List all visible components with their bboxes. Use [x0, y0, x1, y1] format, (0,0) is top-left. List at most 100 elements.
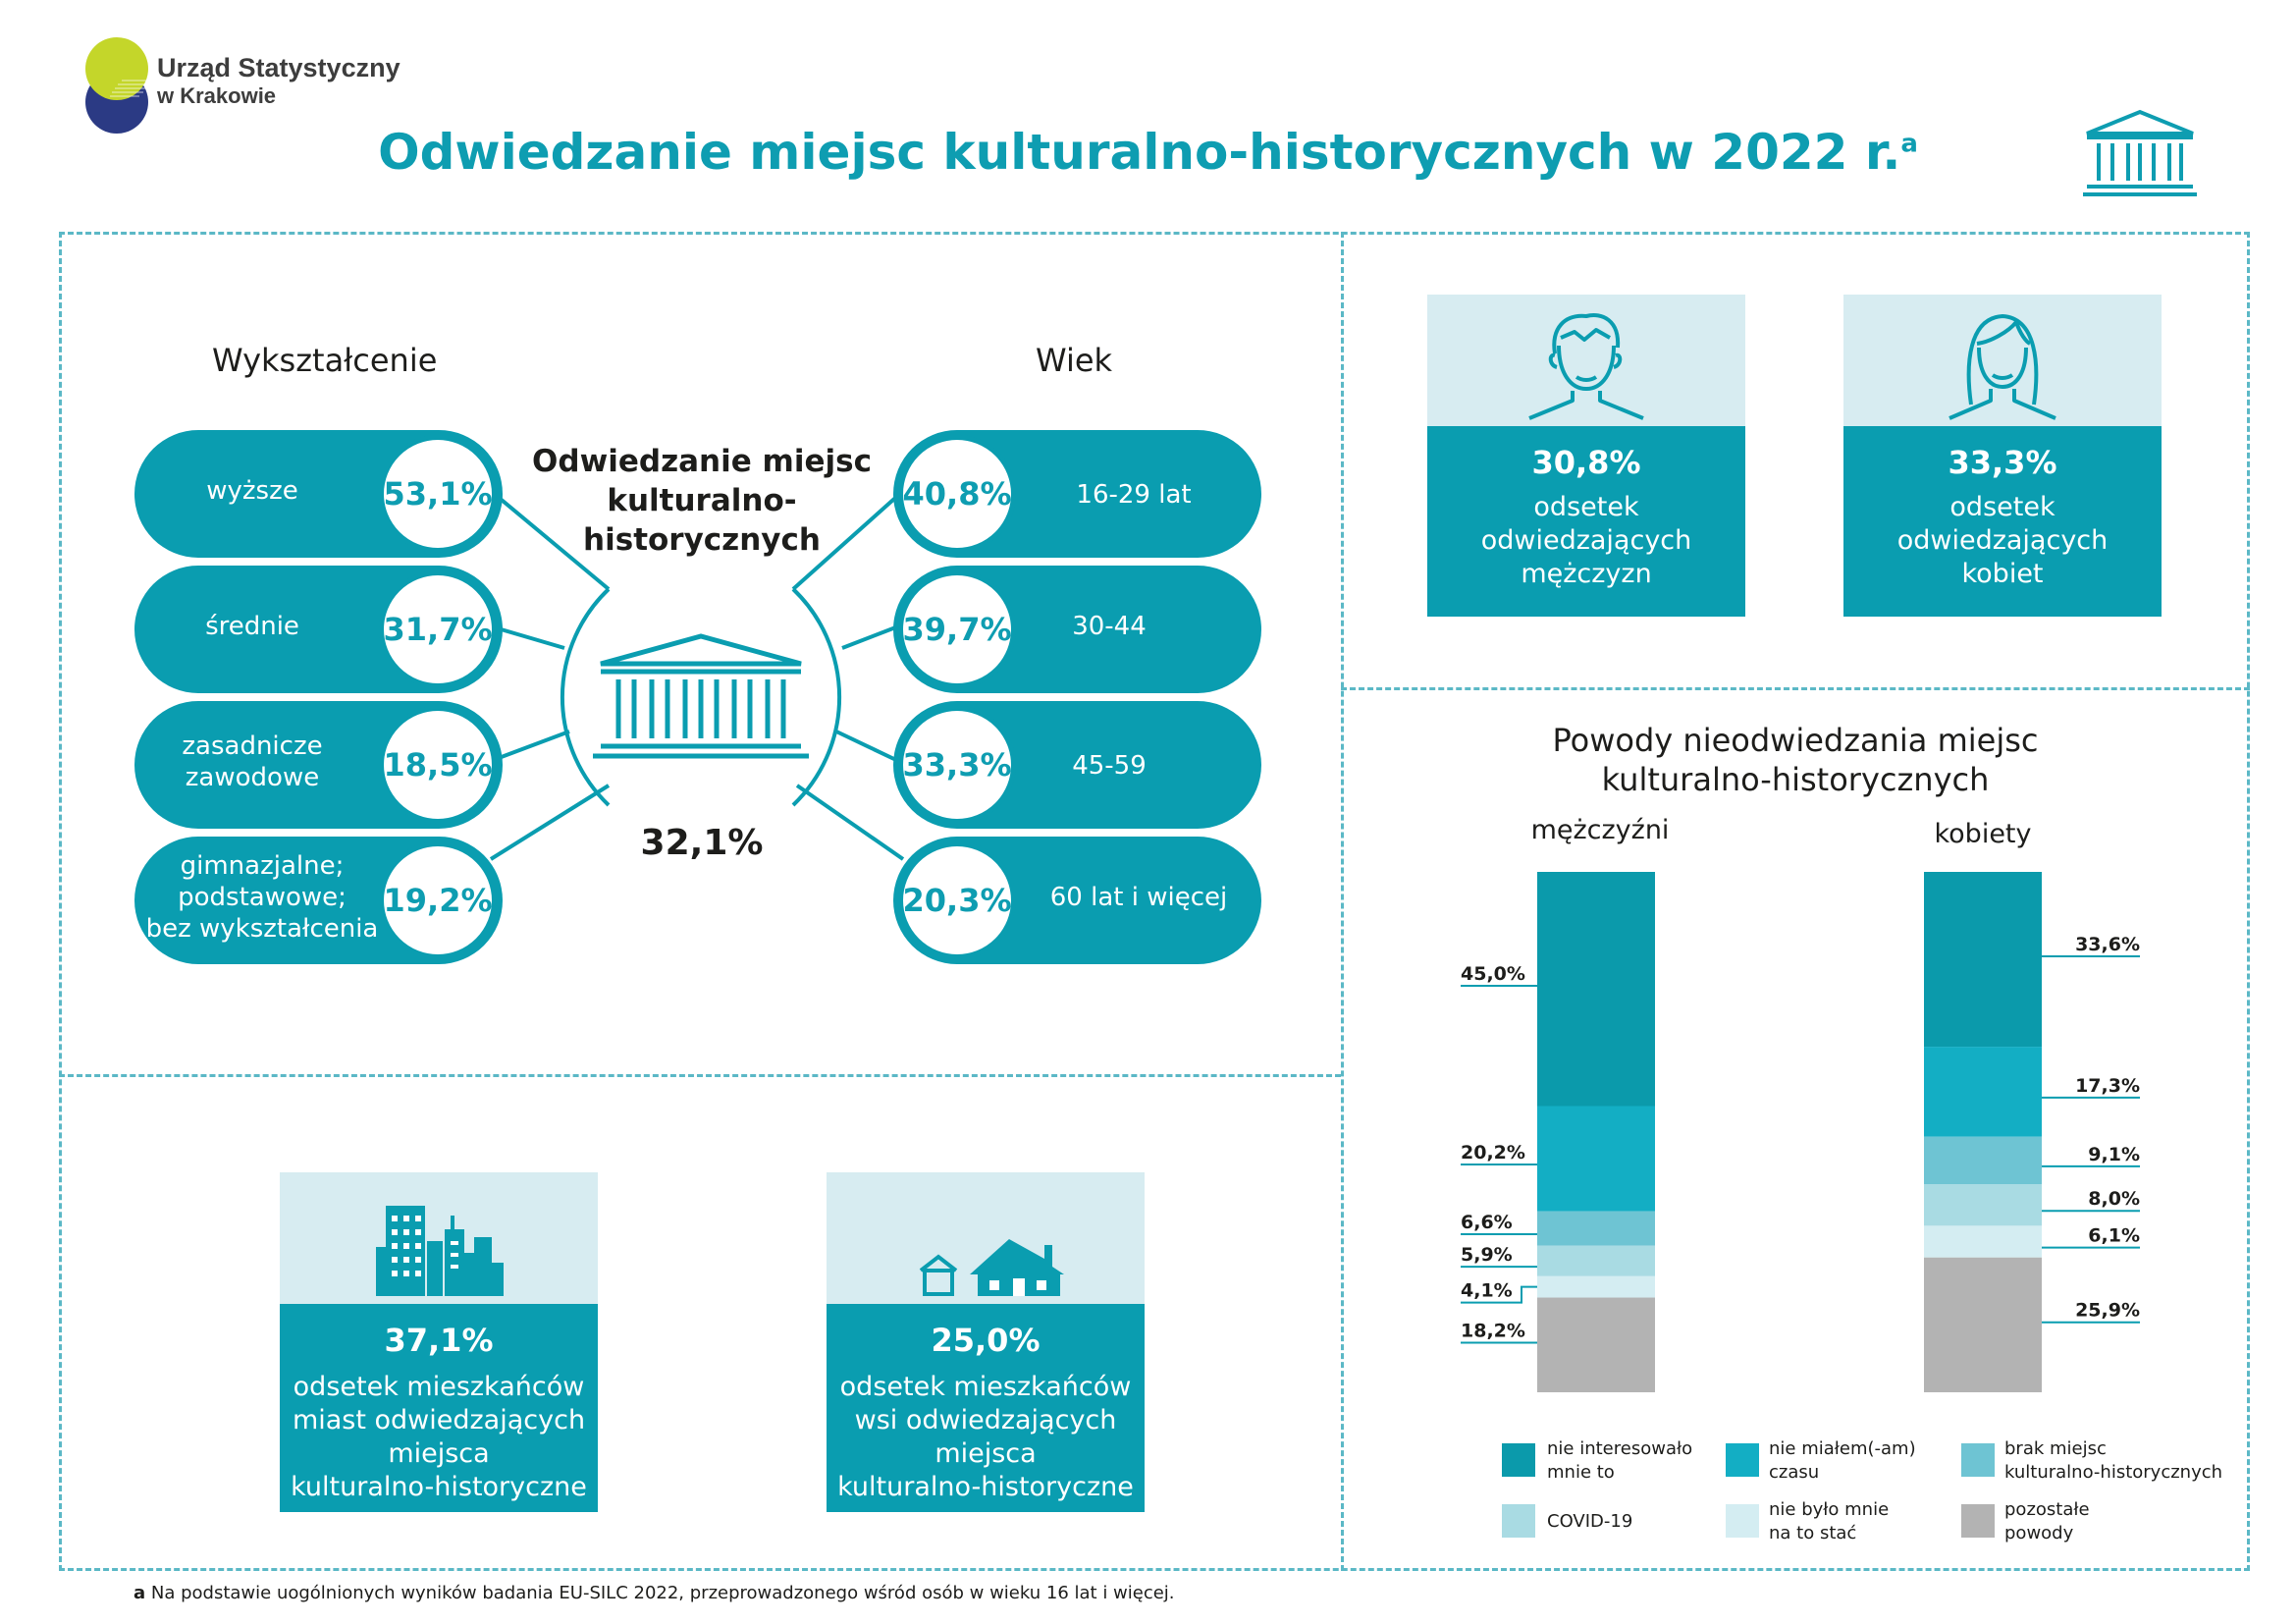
bar-segment-men-other [1537, 1297, 1655, 1392]
education-value-higher: 53,1% [379, 435, 497, 553]
city-description: odsetek mieszkańców miast odwiedzających… [291, 1372, 587, 1502]
education-value-secondary: 31,7% [379, 570, 497, 688]
legend-swatch-not-interested [1502, 1443, 1535, 1477]
hub-arc-left [560, 587, 611, 807]
footnote-text: Na podstawie uogólnionych wyników badani… [145, 1583, 1175, 1603]
women-description: odsetek odwiedzających kobiet [1896, 492, 2109, 589]
age-label-30-44: 30-44 [1072, 612, 1147, 641]
men-description: odsetek odwiedzających mężczyzn [1480, 492, 1692, 589]
legend-label-no-time: nie miałem(-am) czasu [1769, 1438, 1916, 1483]
men-card-top [1427, 295, 1745, 426]
data-label-men-no-places: 6,6% [1461, 1212, 1513, 1233]
legend-swatch-no-time [1726, 1443, 1759, 1477]
age-value-16-29: 40,8% [898, 435, 1016, 553]
women-card-top [1843, 295, 2162, 426]
bar-segment-women-not-interested [1924, 872, 2042, 1048]
footnote: a Na podstawie uogólnionych wyników bada… [133, 1583, 1175, 1603]
bar-segment-women-covid [1924, 1184, 2042, 1226]
data-label-women-no-places: 9,1% [2088, 1144, 2140, 1165]
village-value: 25,0% [931, 1322, 1041, 1359]
data-label-women-cant-afford: 6,1% [2088, 1225, 2140, 1247]
data-label-men-other: 18,2% [1461, 1321, 1525, 1342]
content-frame [59, 232, 2250, 1571]
connector-line-age2 [841, 624, 899, 650]
chart-svg: 45,0% 20,2% 6,6% 5,9% 4,1% 18,2% 33,6% 17,3% 9,1… [1461, 872, 2140, 1392]
page-title-text: Odwiedzanie miejsc kulturalno-historyczn… [378, 124, 1901, 181]
connector-line-primary [489, 784, 611, 861]
chart-title: Powody nieodwiedzania miejsc kulturalno-… [1552, 722, 2039, 798]
divider-vertical [1341, 232, 1344, 1571]
man-avatar-icon [1528, 313, 1644, 420]
data-label-women-no-time: 17,3% [2075, 1075, 2140, 1097]
page-title: Odwiedzanie miejsc kulturalno-historyczn… [0, 124, 2296, 181]
bar-segment-men-not-interested [1537, 872, 1655, 1107]
data-label-women-other: 25,9% [2075, 1300, 2140, 1322]
connector-line-vocational [490, 730, 570, 763]
org-name-line2: w Krakowie [157, 83, 277, 108]
legend-swatch-cant-afford [1726, 1504, 1759, 1538]
chart-legend: nie interesowało mnie to nie miałem(-am)… [1341, 1434, 2250, 1561]
city-buildings-icon [376, 1206, 504, 1296]
bar-segment-women-cant-afford [1924, 1225, 2042, 1258]
temple-icon [2079, 108, 2201, 198]
center-value: 32,1% [640, 823, 764, 863]
legend-swatch-other [1961, 1504, 1995, 1538]
education-label-secondary: średnie [205, 612, 299, 641]
connector-line-secondary [490, 624, 565, 650]
bar-segment-men-no-places [1537, 1211, 1655, 1246]
age-value-30-44: 39,7% [898, 570, 1016, 688]
chart-category-men: mężczyźni [1530, 815, 1670, 845]
age-label-16-29: 16-29 lat [1076, 480, 1192, 510]
legend-label-covid: COVID-19 [1547, 1511, 1633, 1532]
age-label-45-59: 45-59 [1072, 751, 1147, 781]
logo-mark-icon [85, 37, 148, 134]
bar-segment-women-other [1924, 1257, 2042, 1392]
bar-segment-women-no-places [1924, 1136, 2042, 1184]
stacked-bar-chart: 45,0% 20,2% 6,6% 5,9% 4,1% 18,2% 33,6% 17,3% 9,1… [1341, 864, 2250, 1404]
age-label-60-plus: 60 lat i więcej [1049, 883, 1228, 912]
org-name-line1: Urząd Statystyczny [157, 53, 400, 82]
footnote-marker: a [133, 1583, 146, 1603]
legend-label-not-interested: nie interesowało mnie to [1547, 1438, 1693, 1483]
age-heading: Wiek [1036, 342, 1113, 379]
woman-avatar-icon [1949, 314, 2056, 420]
men-value: 30,8% [1531, 444, 1641, 481]
data-label-men-cant-afford: 4,1% [1461, 1280, 1513, 1302]
legend-swatch-no-places [1961, 1443, 1995, 1477]
chart-category-women: kobiety [1934, 819, 2032, 849]
education-value-primary: 19,2% [379, 841, 497, 959]
men-card-bottom: 30,8% odsetek odwiedzających mężczyzn [1427, 426, 1745, 617]
bar-segment-men-covid [1537, 1245, 1655, 1276]
connector-line-age4 [795, 784, 905, 861]
education-label-primary: gimnazjalne; podstawowe; bez wykształcen… [145, 851, 379, 944]
bar-segment-men-no-time [1537, 1106, 1655, 1212]
page-title-footnote-marker: a [1900, 129, 1918, 159]
data-label-women-covid: 8,0% [2088, 1188, 2140, 1210]
bar-segment-men-cant-afford [1537, 1275, 1655, 1298]
data-label-women-not-interested: 33,6% [2075, 934, 2140, 955]
connector-line-higher [489, 489, 611, 591]
education-heading: Wykształcenie [212, 342, 438, 379]
legend-swatch-covid [1502, 1504, 1535, 1538]
city-card-bottom: 37,1% odsetek mieszkańców miast odwiedza… [280, 1304, 598, 1512]
legend-label-no-places: brak miejsc kulturalno-historycznych [2004, 1438, 2223, 1483]
village-card-bottom: 25,0% odsetek mieszkańców wsi odwiedzają… [827, 1304, 1145, 1512]
legend-label-cant-afford: nie było mnie na to stać [1769, 1499, 1890, 1543]
connector-line-age3 [835, 730, 899, 763]
hub-temple-icon [593, 633, 809, 759]
village-card-top [827, 1172, 1145, 1304]
data-label-men-not-interested: 45,0% [1461, 963, 1525, 985]
center-title: Odwiedzanie miejsc kulturalno-historyczn… [532, 444, 872, 558]
connector-graphic [489, 489, 905, 861]
education-label-vocational: zasadnicze zawodowe [182, 731, 323, 792]
education-value-vocational: 18,5% [379, 706, 497, 824]
divider-left-horizontal [59, 1074, 1341, 1077]
org-name: Urząd Statystyczny w Krakowie [157, 53, 400, 109]
connector-line-age1 [791, 489, 905, 591]
divider-right-horizontal [1341, 687, 2250, 690]
city-card-top [280, 1172, 598, 1304]
city-value: 37,1% [384, 1322, 494, 1359]
women-value: 33,3% [1948, 444, 2057, 481]
women-card-bottom: 33,3% odsetek odwiedzających kobiet [1843, 426, 2162, 617]
education-label-higher: wyższe [206, 476, 298, 506]
